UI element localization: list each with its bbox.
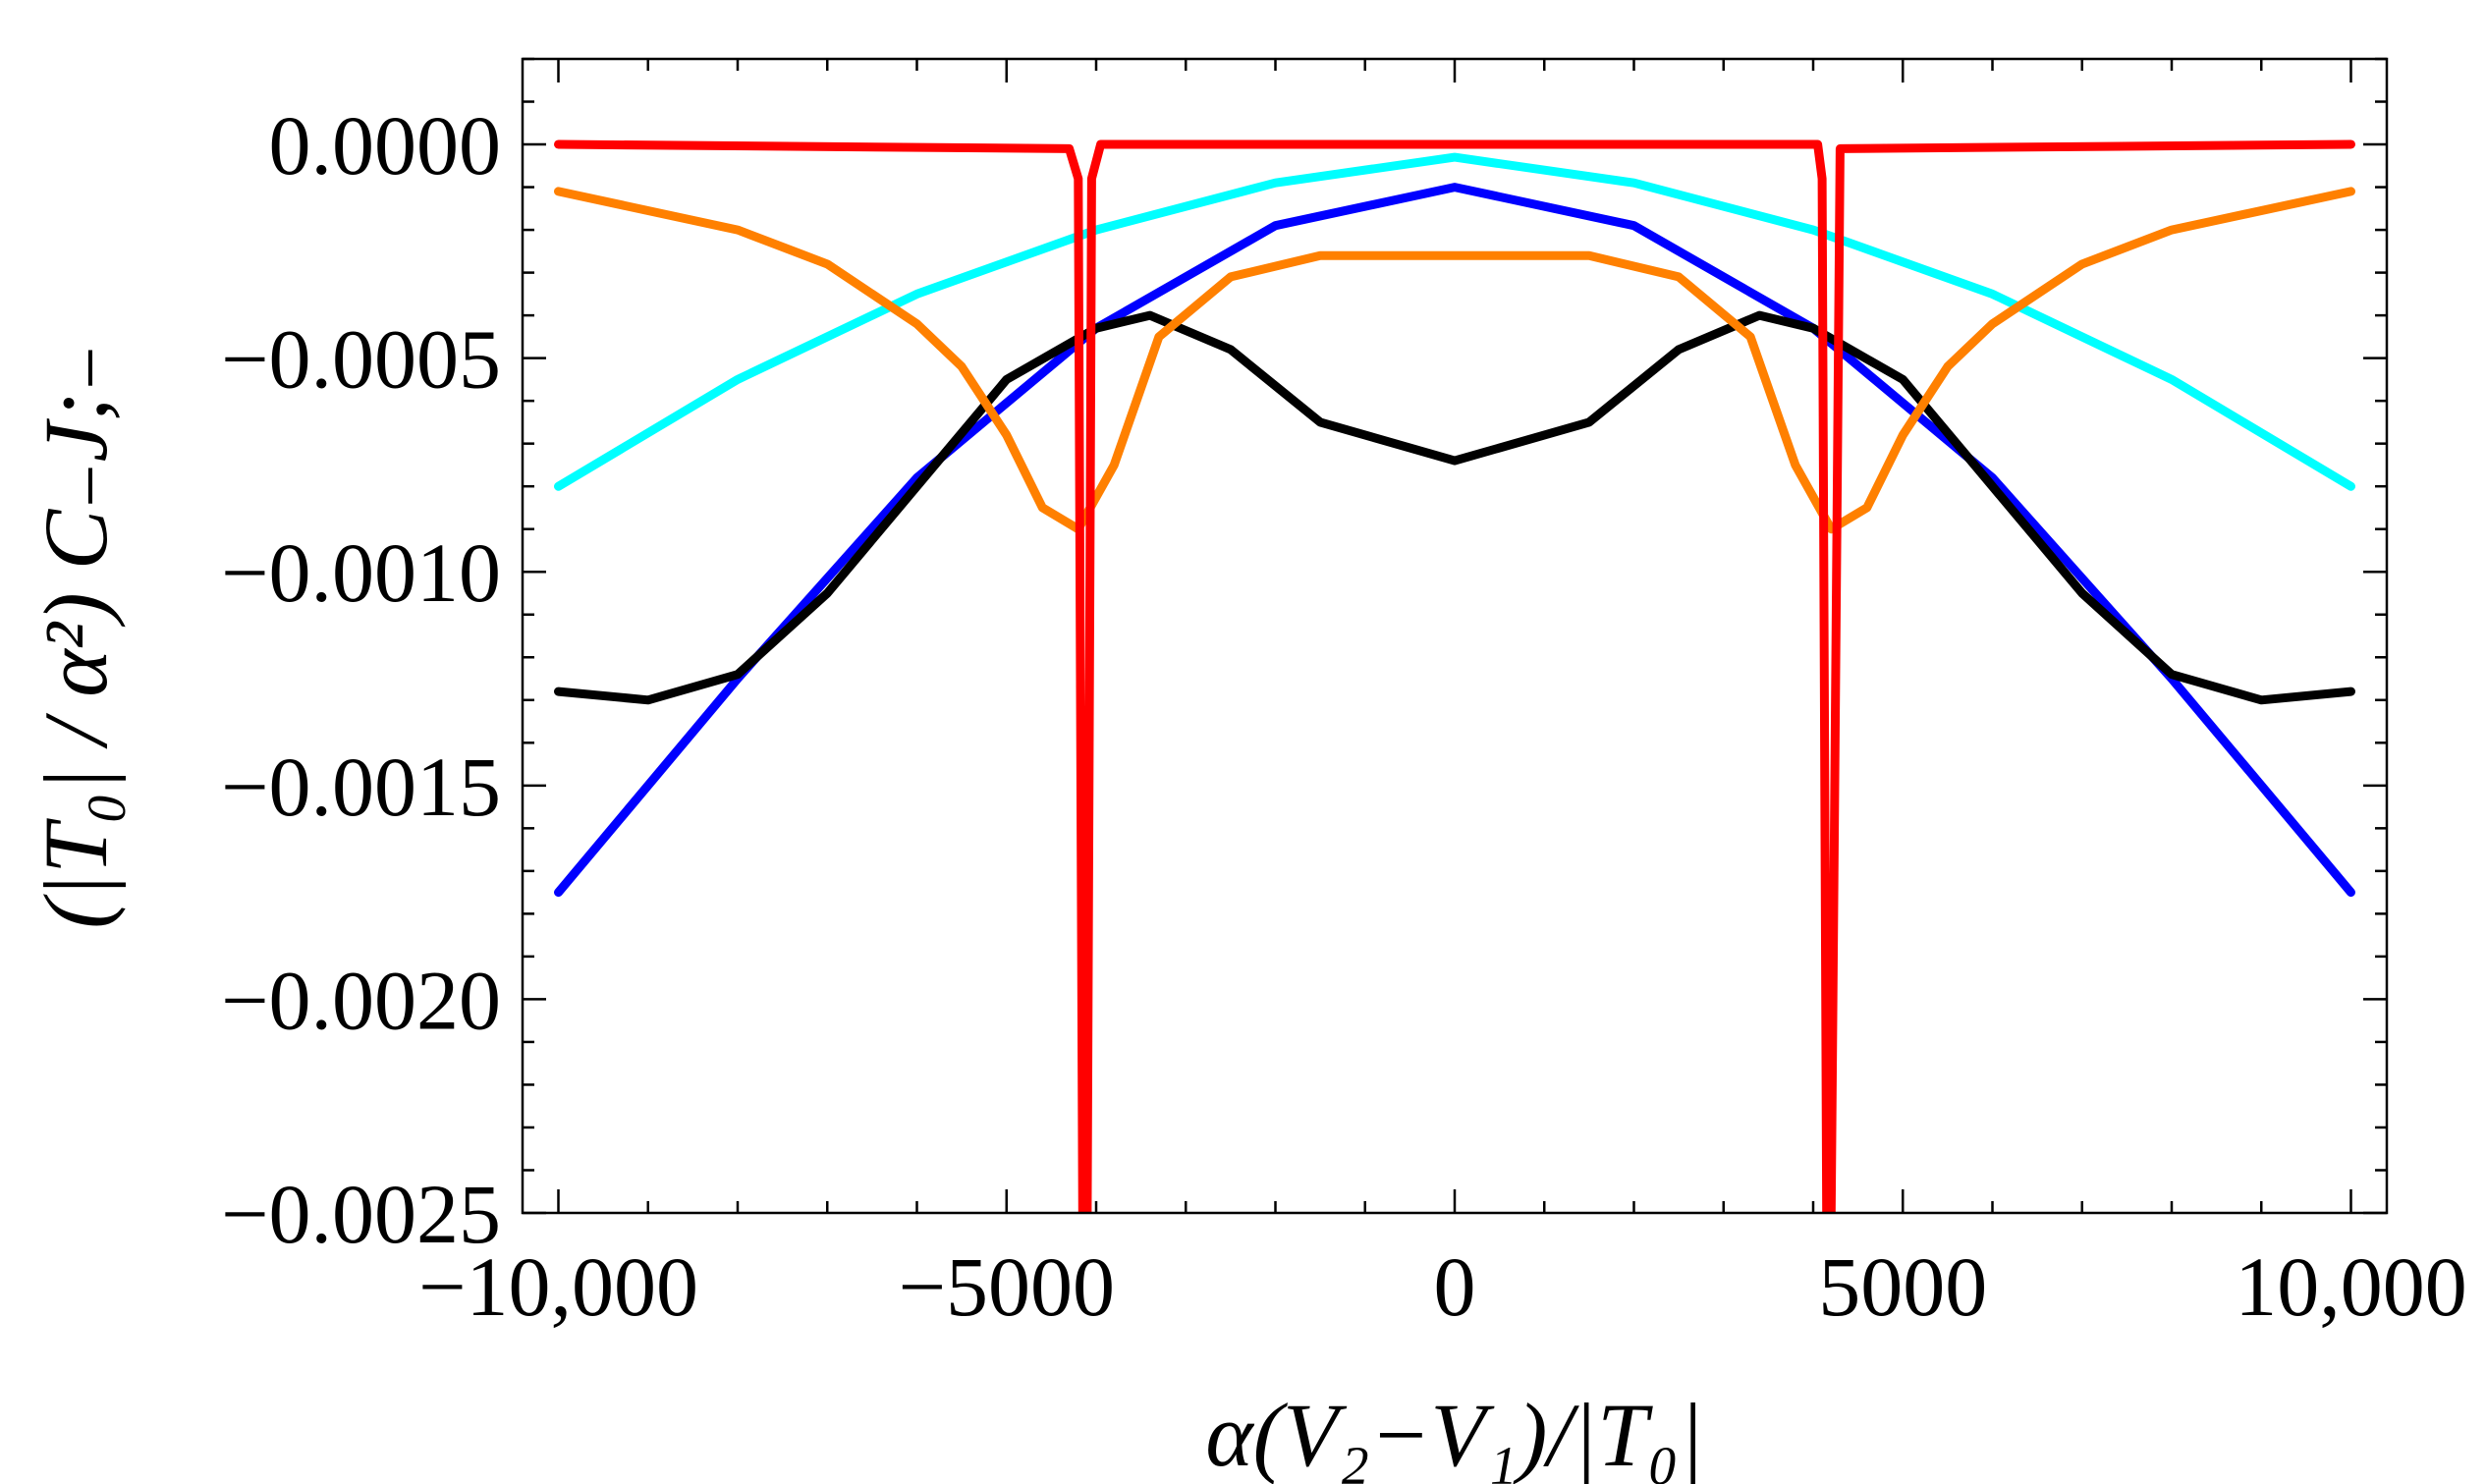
plot-frame	[521, 57, 2389, 1215]
y-tick-label: −0.0010	[221, 525, 501, 620]
series-line-cyan	[554, 152, 2355, 491]
series-line-orange	[554, 187, 2355, 534]
y-tick-label: 0.0000	[269, 98, 502, 192]
labels-layer: −10,000 −5000 0 5000 10,000 0.0000 −0.0005 −0.0…	[221, 98, 2467, 1334]
y-tick-label: −0.0025	[221, 1167, 501, 1261]
x-tick-label: −10,000	[418, 1239, 698, 1334]
x-tick-label: −5000	[898, 1239, 1115, 1334]
y-tick-label: −0.0015	[221, 740, 501, 834]
y-tick-label: −0.0020	[221, 953, 501, 1047]
series-line-black	[554, 310, 2355, 705]
ticks-layer	[523, 57, 2387, 1215]
series-line-blue	[554, 183, 2355, 898]
series-line-red	[554, 139, 2355, 1213]
x-axis-title: α(V₂−V₁)/|T₀|	[1205, 1385, 1703, 1484]
x-tick-label: 10,000	[2235, 1239, 2467, 1334]
y-axis-title: (|T₀| / α²) C₋J;₋	[26, 344, 126, 928]
y-tick-label: −0.0005	[221, 312, 501, 407]
series-layer	[554, 139, 2355, 1213]
x-tick-label: 0	[1434, 1239, 1476, 1334]
x-tick-label: 5000	[1818, 1239, 1987, 1334]
